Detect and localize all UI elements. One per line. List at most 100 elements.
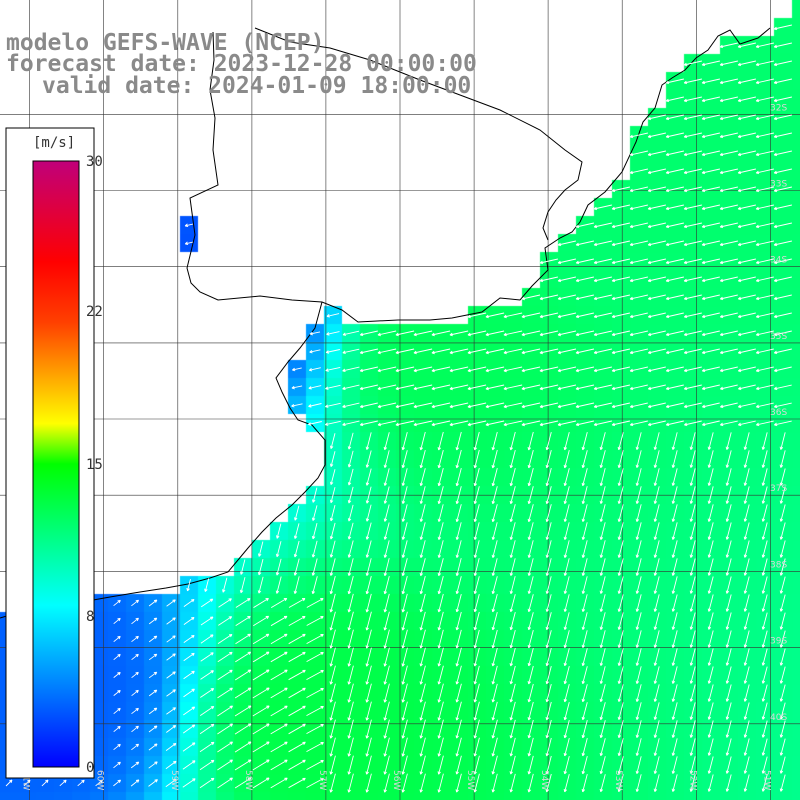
wind-arrow <box>342 330 360 336</box>
wind-arrow <box>761 504 768 522</box>
wind-arrow <box>347 647 354 667</box>
wind-arrow <box>455 558 462 577</box>
wind-arrow <box>455 611 462 631</box>
wind-arrow <box>563 449 570 469</box>
wind-arrow <box>701 96 720 103</box>
wind-arrow <box>329 611 336 631</box>
wind-arrow <box>743 504 750 522</box>
wind-arrow <box>617 576 624 594</box>
wind-arrow <box>419 611 426 631</box>
wind-arrow <box>671 486 678 504</box>
wind-arrow <box>455 540 462 558</box>
wind-arrow <box>707 720 714 738</box>
wind-arrow <box>743 522 750 540</box>
wind-arrow <box>545 522 552 540</box>
wind-arrow <box>737 204 756 211</box>
wind-arrow <box>395 348 415 355</box>
wind-arrow <box>365 755 372 775</box>
wind-arrow <box>431 402 451 409</box>
wind-arrow <box>395 402 415 409</box>
wind-arrow <box>329 737 336 757</box>
wind-arrow <box>377 366 397 373</box>
wind-arrow <box>743 450 750 468</box>
wind-arrow <box>611 204 630 211</box>
wind-arrow <box>377 420 397 427</box>
wind-arrow <box>611 330 630 337</box>
wind-arrow <box>527 683 534 703</box>
wind-arrow <box>563 755 570 775</box>
wind-arrow <box>401 629 408 649</box>
wind-arrow <box>199 705 215 716</box>
wind-arrow <box>599 522 606 540</box>
wind-arrow <box>359 420 378 427</box>
wind-arrow <box>683 384 702 391</box>
wind-arrow <box>773 186 792 193</box>
wind-arrow <box>755 294 774 301</box>
wind-arrow <box>347 558 354 576</box>
wind-arrow <box>377 348 397 355</box>
wind-arrow <box>401 431 408 451</box>
wind-arrow <box>671 504 678 522</box>
wind-arrow <box>491 755 498 775</box>
lat-label: 36S <box>770 408 787 418</box>
wind-arrow <box>166 689 176 697</box>
wind-arrow <box>683 276 702 283</box>
wind-arrow <box>635 774 642 792</box>
title-forecast-date: forecast date: 2023-12-28 00:00:00 <box>6 51 477 77</box>
wind-arrow <box>575 240 594 247</box>
wind-arrow <box>329 540 336 558</box>
wind-arrow <box>683 366 702 373</box>
wind-arrow <box>707 756 714 774</box>
wind-arrow <box>401 593 408 613</box>
wind-arrow <box>720 384 738 391</box>
wind-arrow <box>773 96 792 103</box>
wind-arrow <box>689 702 696 720</box>
wind-arrow <box>275 576 282 594</box>
wind-arrow <box>395 420 415 427</box>
wind-arrow <box>719 222 738 229</box>
wind-arrow <box>347 522 354 540</box>
wind-arrow <box>365 450 372 468</box>
wind-arrow <box>473 467 480 487</box>
wind-arrow <box>545 449 552 469</box>
wind-arrow <box>365 683 372 703</box>
wind-arrow <box>113 617 121 625</box>
wind-arrow <box>743 540 750 558</box>
wind-arrow <box>720 402 738 409</box>
wind-arrow <box>401 504 408 522</box>
wind-arrow <box>455 449 462 469</box>
wind-arrow <box>401 575 408 595</box>
wind-arrow <box>455 683 462 703</box>
wind-arrow <box>383 593 390 613</box>
lon-label: 55W <box>465 770 475 790</box>
wind-arrow <box>545 737 552 757</box>
wind-arrow <box>701 78 720 85</box>
wind-arrow <box>491 504 498 523</box>
wind-arrow <box>689 486 696 504</box>
wind-arrow <box>365 737 372 757</box>
wind-arrow <box>383 486 390 504</box>
wind-arrow <box>113 761 121 769</box>
wind-arrow <box>629 168 648 175</box>
wind-arrow <box>437 575 444 595</box>
wind-arrow <box>665 186 684 193</box>
wind-arrow <box>647 330 666 337</box>
wind-arrow <box>701 168 720 175</box>
wind-arrow <box>761 612 768 630</box>
wind-arrow <box>306 616 324 626</box>
wind-arrow <box>509 629 516 649</box>
wind-arrow <box>779 684 786 702</box>
wind-arrow <box>491 540 498 558</box>
wind-arrow <box>689 612 696 630</box>
wind-arrow <box>593 312 612 319</box>
wind-arrow <box>599 558 606 576</box>
wind-arrow <box>581 504 588 522</box>
wind-arrow <box>419 522 426 540</box>
wind-arrow <box>503 402 523 409</box>
wind-arrow <box>719 186 738 193</box>
wind-arrow <box>707 702 714 720</box>
wind-arrow <box>725 702 732 720</box>
wind-arrow <box>419 629 426 649</box>
wind-arrow <box>719 150 738 157</box>
wind-arrow <box>270 597 288 608</box>
